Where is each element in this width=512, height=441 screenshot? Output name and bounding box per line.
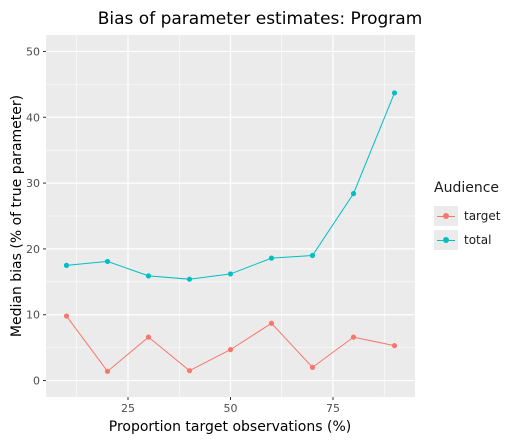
y-tick-label: 20	[26, 243, 40, 256]
data-point-target	[227, 347, 234, 353]
legend-key-target	[434, 206, 458, 226]
legend-item-target: target	[434, 204, 512, 228]
ticks-layer: 25 50 75 0 10 20 30 40 50	[26, 45, 340, 415]
y-tick-label: 30	[26, 177, 40, 190]
y-tick-label: 40	[26, 111, 40, 124]
data-point-total	[145, 273, 152, 279]
data-point-target	[186, 368, 193, 374]
grid-major	[46, 35, 415, 397]
data-point-total	[227, 271, 234, 277]
data-point-total	[104, 258, 111, 265]
x-tick-label: 25	[121, 402, 135, 415]
data-point-total	[63, 262, 70, 268]
x-tick-label: 75	[326, 402, 340, 415]
data-point-target	[145, 334, 152, 340]
legend-label-total: total	[464, 233, 492, 247]
series-layer	[63, 90, 398, 374]
legend: Audience target total	[434, 180, 512, 252]
y-tick-label: 10	[26, 309, 40, 322]
chart-title: Bias of parameter estimates: Program	[98, 9, 423, 29]
data-point-target	[104, 368, 111, 374]
data-point-target	[268, 320, 275, 326]
data-point-target	[63, 313, 70, 319]
data-point-total	[268, 255, 275, 261]
data-point-target	[350, 334, 357, 340]
data-point-total	[186, 276, 193, 282]
y-axis-label: Median bias (% of true parameter)	[9, 95, 25, 337]
legend-item-total: total	[434, 228, 512, 252]
y-tick-label: 0	[33, 375, 40, 388]
legend-label-target: target	[464, 209, 501, 223]
legend-title: Audience	[434, 180, 500, 196]
x-tick-label: 50	[224, 402, 238, 415]
legend-key-total	[434, 230, 458, 250]
y-tick-label: 50	[26, 45, 40, 58]
data-point-total	[391, 90, 398, 96]
data-point-target	[309, 364, 316, 370]
data-point-target	[391, 343, 398, 349]
x-axis-label: Proportion target observations (%)	[109, 419, 351, 435]
data-point-total	[350, 191, 357, 197]
data-point-total	[309, 252, 316, 259]
